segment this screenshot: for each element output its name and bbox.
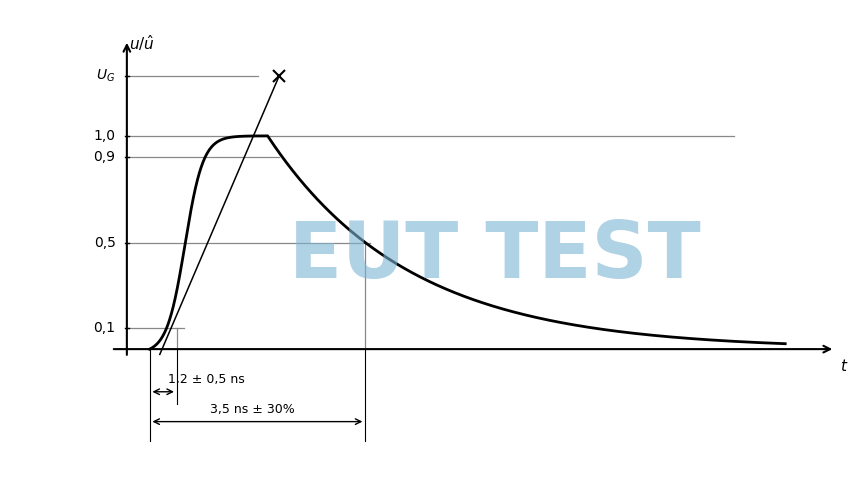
Text: 1,0: 1,0 xyxy=(94,129,115,143)
Text: EUT TEST: EUT TEST xyxy=(289,218,701,294)
Text: $U_G$: $U_G$ xyxy=(96,68,115,84)
Text: 0,1: 0,1 xyxy=(94,321,115,335)
Text: 1,2 ± 0,5 ns: 1,2 ± 0,5 ns xyxy=(168,374,245,386)
Text: 0,5: 0,5 xyxy=(94,236,115,250)
Text: 0,9: 0,9 xyxy=(94,150,115,164)
Text: $u/\hat{u}$: $u/\hat{u}$ xyxy=(129,34,155,54)
Text: 3,5 ns ± 30%: 3,5 ns ± 30% xyxy=(210,404,295,416)
Text: $t$: $t$ xyxy=(839,358,848,374)
